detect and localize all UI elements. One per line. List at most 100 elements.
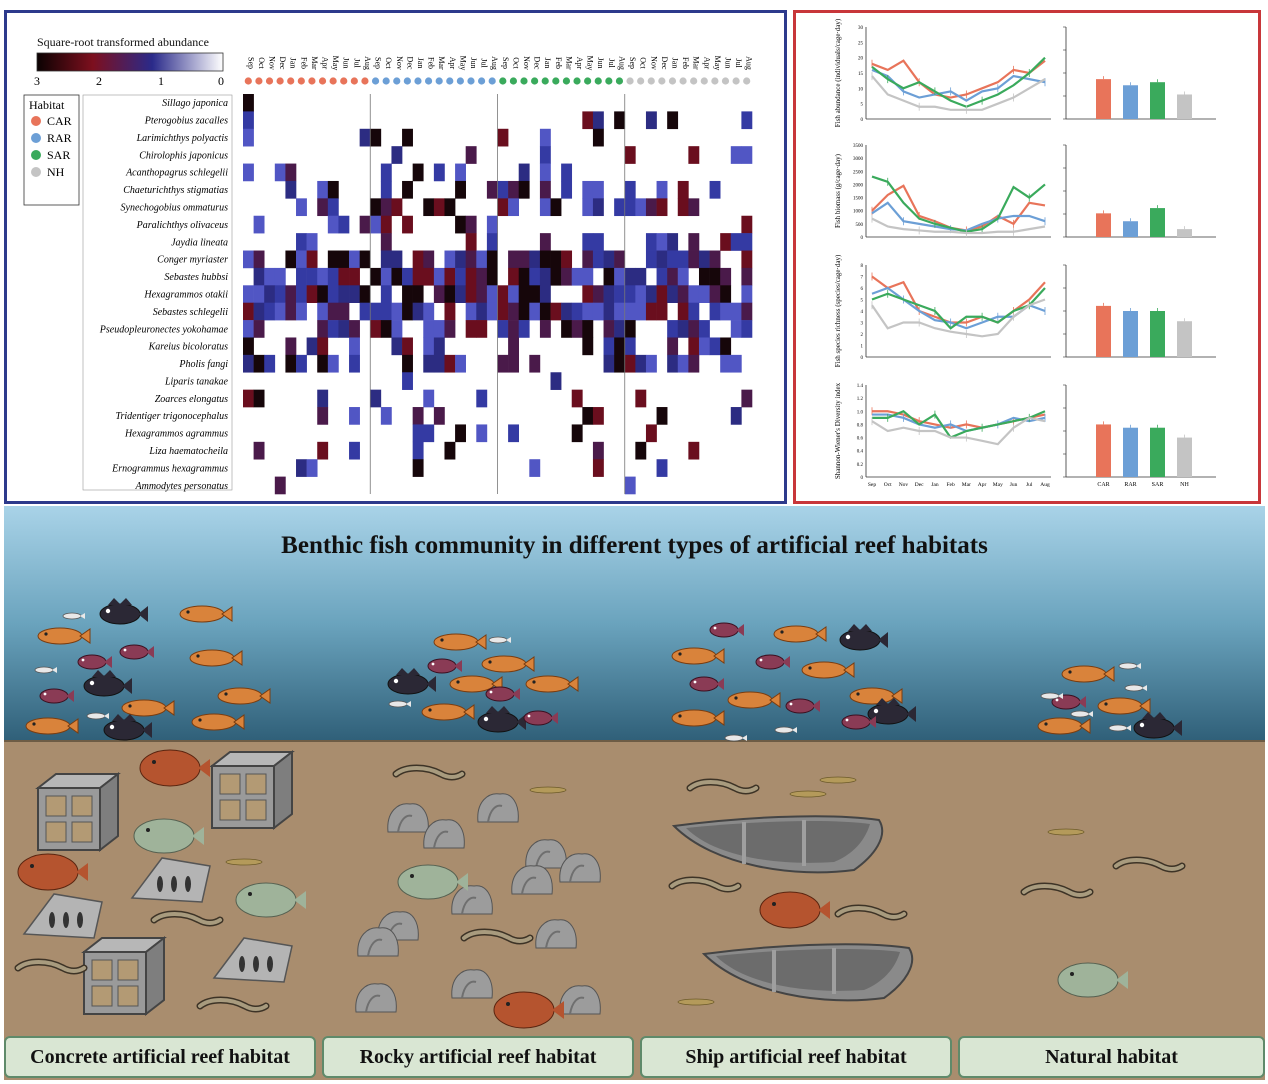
month-label: Apr [702, 57, 711, 70]
bar [1096, 213, 1111, 237]
heatmap-cell [698, 267, 710, 286]
bar [1150, 427, 1165, 477]
heatmap-cell [327, 285, 339, 303]
concrete-cage-reef [83, 937, 165, 1015]
heatmap-cell [349, 407, 360, 425]
heatmap-cell [709, 302, 721, 321]
heatmap-cell [243, 250, 254, 269]
trend-line [871, 56, 1046, 108]
species-label: Acanthopagrus schlegelii [125, 168, 228, 179]
heatmap-cell [614, 320, 626, 338]
heatmap-cell [296, 459, 307, 477]
heatmap-cell [539, 320, 551, 338]
heatmap-cell [243, 94, 254, 112]
heatmap-cell [455, 424, 466, 443]
heatmap-cell [730, 354, 742, 373]
heatmap-cell [338, 267, 350, 286]
month-label: Nov [649, 56, 658, 70]
heatmap-cell [635, 302, 647, 321]
trend-line [872, 410, 1046, 439]
month-label: Dec [533, 57, 542, 70]
month-label: Aug [617, 56, 626, 70]
month-labels: Sep Oct Nov Dec Jan Feb Mar Apr May Jun Jul Aug Sep O… [246, 56, 753, 71]
heatmap-cell [624, 267, 636, 286]
heatmap-cell [518, 163, 530, 182]
heatmap-cell [635, 354, 647, 373]
heatmap-cell [603, 354, 615, 373]
heatmap-cell [317, 354, 329, 373]
habitat-dot [594, 77, 602, 85]
heatmap-cell [264, 354, 276, 373]
y-tick-label: 3 [861, 322, 864, 327]
month-label: Aug [490, 56, 499, 70]
heatmap-cell [582, 285, 594, 303]
month-label: May [458, 56, 467, 71]
month-label: Mar [692, 56, 701, 70]
heatmap-cell [508, 337, 520, 356]
y-tick-label: 1500 [853, 197, 864, 202]
bar [1177, 321, 1192, 357]
heatmap-cell [582, 337, 594, 356]
heatmap-cell [688, 302, 700, 321]
y-tick-label: 0 [861, 236, 864, 241]
species-label: Ammodytes personatus [135, 481, 229, 492]
heatmap-cell [317, 320, 329, 338]
heatmap-cell [380, 267, 392, 286]
heatmap-cell [402, 128, 413, 147]
heatmap-cell [359, 250, 371, 269]
heatmap-cell [677, 198, 689, 217]
heatmap-cell [645, 302, 657, 321]
heatmap-cell [561, 267, 573, 286]
month-label: Jan [543, 58, 552, 69]
heatmap-cell [635, 441, 647, 460]
heatmap-cell [709, 267, 721, 286]
species-labels: Sillago japonica Pterogobius zacalles Lari… [99, 98, 229, 492]
heatmap-cell [730, 407, 742, 425]
y-tick-label: 3500 [853, 144, 864, 149]
heatmap-cell [624, 285, 636, 303]
heatmap-cell [667, 320, 679, 338]
heatmap-cell [592, 180, 604, 199]
heatmap-cell [465, 267, 477, 286]
heatmap-cell [720, 302, 732, 321]
species-label-frame [82, 94, 233, 491]
heatmap-cell [677, 354, 689, 373]
heatmap-cell [698, 250, 710, 269]
species-label: Conger myriaster [157, 255, 228, 266]
heatmap-cell [582, 180, 594, 199]
heatmap-cell [730, 302, 742, 321]
habitat-legend-box [23, 94, 80, 206]
month-label: Jul [480, 58, 489, 68]
month-label: Dec [278, 57, 287, 70]
trend-line [871, 175, 1046, 233]
y-axis-label: Fish biomass (g/cage·day) [834, 153, 842, 228]
heatmap-cell [444, 354, 456, 373]
month-label: Jun [723, 57, 732, 68]
heatmap-cell [624, 476, 636, 495]
heatmap-cell [253, 250, 265, 269]
heatmap-cell [539, 267, 551, 286]
heatmap-cell [412, 441, 424, 460]
heatmap-cell [253, 320, 265, 338]
bar [1123, 221, 1138, 237]
heatmap-cell [539, 198, 551, 217]
underwater-scene [4, 506, 1265, 1080]
heatmap-cell [561, 302, 573, 321]
heatmap-cell [433, 198, 445, 217]
habitat-dot [509, 77, 518, 85]
month-label: Jul [607, 58, 616, 68]
species-label: Sillago japonica [162, 98, 228, 109]
heatmap-cell [370, 267, 382, 286]
species-label: Sebastes schlegelii [153, 307, 228, 318]
heatmap-cell [688, 441, 700, 460]
heatmap-cell [603, 302, 615, 321]
heatmap-cell [709, 337, 721, 356]
abundance-color-scale [36, 52, 224, 72]
heatmap-cell [465, 146, 477, 164]
heatmap-cell [306, 337, 318, 356]
habitat-dot [690, 77, 698, 85]
heatmap-cell [349, 320, 360, 338]
heatmap-cell [317, 302, 329, 321]
concrete-cage-reef [211, 751, 293, 829]
